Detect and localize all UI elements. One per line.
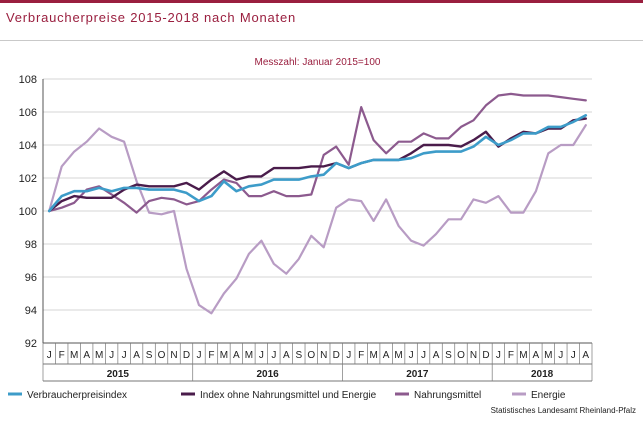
month-label: A — [233, 350, 240, 361]
series-line-verbraucherpreisindex — [47, 114, 588, 213]
month-label: J — [122, 350, 127, 361]
month-label: A — [582, 350, 589, 361]
series-line-energie — [48, 124, 587, 315]
month-label: N — [320, 350, 327, 361]
month-label: A — [133, 350, 140, 361]
month-label: S — [445, 350, 452, 361]
series-line-index-ohne-nahrungsmittel-und-energie — [48, 117, 587, 213]
month-label: J — [496, 350, 501, 361]
month-label: F — [59, 350, 65, 361]
month-label: J — [346, 350, 351, 361]
series-lines — [47, 92, 588, 315]
y-tick-label: 108 — [19, 74, 37, 86]
y-tick-label: 94 — [25, 305, 37, 317]
legend-label: Verbraucherpreisindex — [27, 390, 127, 401]
month-label: M — [70, 350, 78, 361]
month-label: S — [295, 350, 302, 361]
month-label: F — [358, 350, 364, 361]
month-label: M — [220, 350, 228, 361]
month-label: N — [170, 350, 177, 361]
month-label: M — [369, 350, 377, 361]
year-label: 2017 — [406, 369, 429, 380]
year-label: 2018 — [531, 369, 554, 380]
y-tick-label: 92 — [25, 338, 37, 350]
month-label: A — [283, 350, 290, 361]
legend-label: Energie — [531, 390, 566, 401]
month-label: J — [271, 350, 276, 361]
month-label: J — [558, 350, 563, 361]
year-label: 2015 — [107, 369, 130, 380]
source-note: Statistisches Landesamt Rheinland-Pfalz — [491, 406, 636, 415]
month-label: D — [183, 350, 190, 361]
y-tick-label: 102 — [19, 173, 37, 185]
month-label: D — [482, 350, 489, 361]
month-label: J — [47, 350, 52, 361]
y-tick-label: 98 — [25, 239, 37, 251]
month-label: F — [208, 350, 214, 361]
month-label: A — [533, 350, 540, 361]
month-label: J — [196, 350, 201, 361]
y-tick-label: 96 — [25, 272, 37, 284]
month-label: F — [508, 350, 514, 361]
legend: Verbraucherpreisindex Index ohne Nahrungs… — [8, 390, 566, 401]
month-label: M — [519, 350, 527, 361]
month-label: O — [307, 350, 315, 361]
month-label: A — [383, 350, 390, 361]
month-label: M — [245, 350, 253, 361]
y-tick-label: 104 — [19, 140, 37, 152]
title-divider — [0, 40, 643, 41]
month-label: D — [333, 350, 340, 361]
month-label: N — [470, 350, 477, 361]
month-label: J — [409, 350, 414, 361]
month-label: O — [457, 350, 465, 361]
month-label: J — [109, 350, 114, 361]
legend-label: Index ohne Nahrungsmittel und Energie — [200, 390, 377, 401]
legend-label: Nahrungsmittel — [414, 390, 481, 401]
title-accent-bar — [0, 0, 643, 3]
month-label: O — [158, 350, 166, 361]
y-tick-label: 106 — [19, 107, 37, 119]
month-label: A — [83, 350, 90, 361]
y-axis: 92 94 96 98 100 102 104 106 108 — [19, 74, 44, 350]
month-label: S — [146, 350, 153, 361]
month-label: M — [394, 350, 402, 361]
month-label: A — [433, 350, 440, 361]
month-label: M — [95, 350, 103, 361]
year-label: 2016 — [256, 369, 279, 380]
month-label: J — [571, 350, 576, 361]
chart-title: Verbraucherpreise 2015-2018 nach Monaten — [6, 10, 297, 25]
y-tick-label: 100 — [19, 206, 37, 218]
month-label: M — [544, 350, 552, 361]
month-label: J — [421, 350, 426, 361]
month-label: J — [259, 350, 264, 361]
chart-subtitle: Messzahl: Januar 2015=100 — [255, 57, 381, 68]
